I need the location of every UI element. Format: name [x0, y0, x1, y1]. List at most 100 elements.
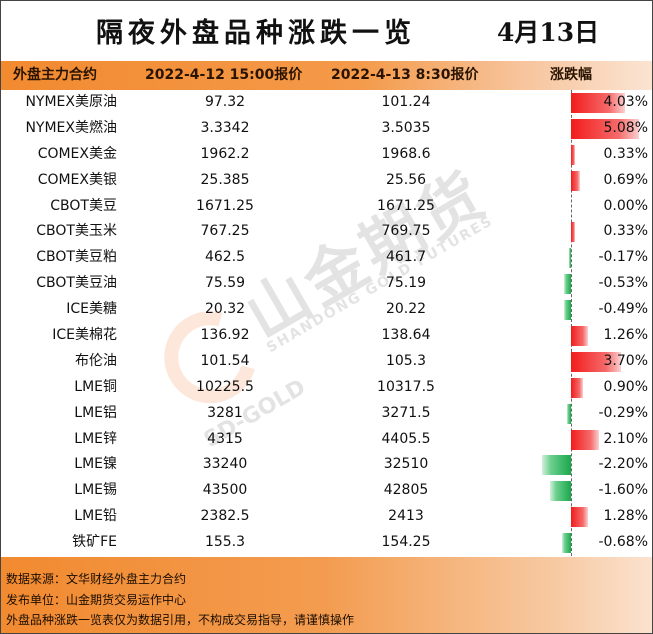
- prev-quote: 1962.2: [200, 145, 250, 162]
- gain-bar: [571, 93, 625, 113]
- contract-name: 铁矿FE: [72, 534, 117, 551]
- table-row: CBOT美豆油 75.59 75.19 -0.53%: [1, 271, 652, 297]
- table-row: CBOT美玉米 767.25 769.75 0.33%: [1, 219, 652, 245]
- gain-bar: [571, 144, 576, 165]
- change-value: 2.10%: [603, 430, 648, 447]
- change-value: -1.60%: [598, 482, 648, 499]
- curr-quote: 3.5035: [381, 119, 431, 136]
- contract-name: ICE美糖: [66, 301, 117, 318]
- contract-name: COMEX美银: [37, 171, 117, 188]
- contract-name: CBOT美玉米: [36, 223, 117, 240]
- contract-name: LME锡: [74, 482, 117, 499]
- curr-quote: 32510: [383, 456, 429, 473]
- curr-quote: 154.25: [381, 534, 431, 551]
- table-row: COMEX美银 25.385 25.56 0.69%: [1, 168, 652, 194]
- contract-name: CBOT美豆粕: [36, 249, 117, 266]
- table-header: 外盘主力合约 2022-4-12 15:00报价 2022-4-13 8:30报…: [1, 61, 652, 90]
- loss-bar: [563, 274, 571, 295]
- gain-bar: [571, 351, 621, 372]
- loss-bar: [568, 248, 571, 269]
- change-value: 0.00%: [603, 197, 648, 214]
- prev-quote: 4315: [207, 430, 243, 447]
- table-row: ICE美糖 20.32 20.22 -0.49%: [1, 297, 652, 323]
- quote-table-body: NYMEX美原油 97.32 101.24 4.03% NYMEX美燃油 3.3342 3.…: [1, 90, 652, 556]
- change-value: 1.28%: [603, 508, 648, 525]
- footer-source: 数据来源：文华财经外盘主力合约: [6, 572, 187, 586]
- curr-quote: 1968.6: [381, 145, 431, 162]
- prev-quote: 136.92: [200, 327, 250, 344]
- loss-bar: [561, 533, 571, 554]
- contract-name: NYMEX美燃油: [25, 119, 117, 136]
- table-row: LME镍 33240 32510 -2.20%: [1, 452, 652, 478]
- prev-quote: 1671.25: [196, 197, 254, 214]
- footer-disclaimer: 外盘品种涨跌一览表仅为数据引用，不构成交易指导，请谨慎操作: [6, 613, 355, 627]
- change-value: 3.70%: [603, 352, 648, 369]
- gain-bar: [571, 377, 584, 398]
- change-value: 0.90%: [603, 378, 648, 395]
- title-row: 隔夜外盘品种涨跌一览 4月13日: [1, 1, 652, 61]
- contract-name: NYMEX美原油: [25, 94, 117, 110]
- prev-quote: 43500: [202, 482, 248, 499]
- change-value: 5.08%: [603, 119, 648, 136]
- prev-quote: 2382.5: [200, 508, 250, 525]
- prev-quote: 25.385: [200, 171, 250, 188]
- curr-quote: 461.7: [385, 249, 427, 266]
- contract-name: 布伦油: [75, 352, 117, 369]
- curr-quote: 20.22: [385, 301, 427, 318]
- curr-quote: 138.64: [381, 327, 431, 344]
- prev-quote: 10225.5: [196, 378, 254, 395]
- table-row: ICE美棉花 136.92 138.64 1.26%: [1, 323, 652, 349]
- report-date: 4月13日: [497, 18, 600, 47]
- prev-quote: 155.3: [204, 534, 246, 551]
- contract-name: LME镍: [74, 456, 117, 473]
- change-value: -0.29%: [598, 404, 648, 421]
- page-title: 隔夜外盘品种涨跌一览: [96, 18, 416, 49]
- gain-bar: [571, 222, 576, 243]
- loss-bar: [567, 403, 571, 424]
- header-contract: 外盘主力合约: [13, 67, 97, 83]
- prev-quote: 75.59: [204, 275, 246, 292]
- change-value: 4.03%: [603, 94, 648, 110]
- contract-name: CBOT美豆油: [36, 275, 117, 292]
- change-value: -2.20%: [598, 456, 648, 473]
- loss-bar: [564, 300, 571, 321]
- change-value: -0.53%: [598, 275, 648, 292]
- change-value: -0.68%: [598, 534, 648, 551]
- table-row: CBOT美豆 1671.25 1671.25 0.00%: [1, 194, 652, 220]
- table-row: CBOT美豆粕 462.5 461.7 -0.17%: [1, 245, 652, 271]
- change-value: 0.33%: [603, 145, 648, 162]
- prev-quote: 3.3342: [200, 119, 250, 136]
- curr-quote: 2413: [388, 508, 424, 525]
- loss-bar: [549, 481, 571, 502]
- table-row: LME铜 10225.5 10317.5 0.90%: [1, 375, 652, 401]
- contract-name: LME铅: [74, 508, 117, 525]
- curr-quote: 42805: [383, 482, 429, 499]
- gain-bar: [571, 170, 581, 191]
- table-row: LME铅 2382.5 2413 1.28%: [1, 504, 652, 530]
- header-change: 涨跌幅: [550, 67, 592, 83]
- table-row: NYMEX美原油 97.32 101.24 4.03%: [1, 90, 652, 116]
- contract-name: CBOT美豆: [50, 197, 117, 214]
- curr-quote: 101.24: [381, 94, 431, 110]
- curr-quote: 25.56: [385, 171, 427, 188]
- gain-bar: [571, 118, 640, 139]
- loss-bar: [541, 455, 571, 476]
- prev-quote: 97.32: [204, 94, 246, 110]
- curr-quote: 105.3: [385, 352, 427, 369]
- prev-quote: 3281: [207, 404, 243, 421]
- change-value: 1.26%: [603, 327, 648, 344]
- curr-quote: 4405.5: [381, 430, 431, 447]
- contract-name: LME铝: [74, 404, 117, 421]
- prev-quote: 20.32: [204, 301, 246, 318]
- prev-quote: 462.5: [204, 249, 246, 266]
- curr-quote: 10317.5: [377, 378, 435, 395]
- curr-quote: 769.75: [381, 223, 431, 240]
- table-row: LME锌 4315 4405.5 2.10%: [1, 427, 652, 453]
- contract-name: LME锌: [74, 430, 117, 447]
- change-value: 0.69%: [603, 171, 648, 188]
- change-value: -0.49%: [598, 301, 648, 318]
- gain-bar: [571, 429, 600, 450]
- table-row: 铁矿FE 155.3 154.25 -0.68%: [1, 530, 652, 556]
- curr-quote: 3271.5: [381, 404, 431, 421]
